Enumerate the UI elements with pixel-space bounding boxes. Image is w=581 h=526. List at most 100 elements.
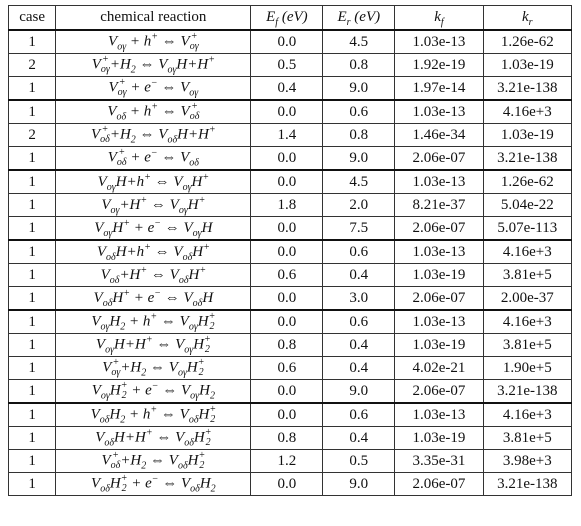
- value-cell: 1: [7, 146, 57, 171]
- reaction-cell: V + oγ +H2 ⇔ VoγH+H+: [55, 53, 252, 77]
- value-cell: 0.4: [322, 333, 396, 357]
- value-cell: 1: [7, 356, 57, 380]
- reaction-cell: Voγ + h+ ⇔ V + oγ: [55, 29, 252, 54]
- reaction-cell: V + oδ +H2 ⇔ VoδH+H+: [55, 123, 252, 147]
- value-cell: 4.16e+3: [482, 309, 573, 334]
- header-cell: case: [7, 5, 57, 31]
- value-cell: 0.0: [250, 239, 324, 264]
- value-cell: 0.0: [250, 216, 324, 241]
- value-cell: 1.92e-19: [394, 53, 484, 77]
- value-cell: 1: [7, 239, 57, 264]
- table-row: 1 VoδH2 + h+ ⇔ VoδH +2 0.0 0.6 1.03e-13 4.16e+…: [7, 402, 573, 427]
- value-cell: 1: [7, 169, 57, 194]
- value-cell: 1: [7, 286, 57, 311]
- value-cell: 5.07e-113: [482, 216, 573, 241]
- value-cell: 0.0: [250, 286, 324, 311]
- table-row: 1 Voδ + h+ ⇔ V + oδ 0.0 0.6 1.03e-13 4.16e+3: [7, 99, 573, 124]
- value-cell: 3.81e+5: [482, 426, 573, 450]
- value-cell: 4.16e+3: [482, 239, 573, 264]
- value-cell: 1: [7, 426, 57, 450]
- table-row: 2 V + oγ +H2 ⇔ VoγH+H+ 0.5 0.8 1.92e-19 1.03e-19: [7, 53, 573, 77]
- value-cell: 1.03e-13: [394, 309, 484, 334]
- value-cell: 8.21e-37: [394, 193, 484, 217]
- value-cell: 0.6: [322, 239, 396, 264]
- value-cell: 3.98e+3: [482, 449, 573, 473]
- reaction-cell: VoδH+H+ ⇔ VoδH +2: [55, 426, 252, 450]
- value-cell: 4.02e-21: [394, 356, 484, 380]
- value-cell: 0.0: [250, 99, 324, 124]
- reaction-cell: VoγH2 + h+ ⇔ VoγH +2: [55, 309, 252, 334]
- value-cell: 0.4: [322, 356, 396, 380]
- value-cell: 2.06e-07: [394, 146, 484, 171]
- value-cell: 0.0: [250, 472, 324, 496]
- value-cell: 2.0: [322, 193, 396, 217]
- header-cell: chemical reaction: [55, 5, 252, 31]
- reaction-cell: V + oγ +H2 ⇔ VoγH +2: [55, 356, 252, 380]
- value-cell: 7.5: [322, 216, 396, 241]
- value-cell: 1.03e-13: [394, 99, 484, 124]
- value-cell: 3.21e-138: [482, 76, 573, 101]
- value-cell: 1: [7, 309, 57, 334]
- value-cell: 0.0: [250, 309, 324, 334]
- header-cell: Er (eV): [322, 5, 396, 31]
- value-cell: 0.6: [322, 309, 396, 334]
- table-row: 1 Voγ + h+ ⇔ V + oγ 0.0 4.5 1.03e-13 1.26e-62: [7, 29, 573, 54]
- value-cell: 0.6: [322, 402, 396, 427]
- value-cell: 5.04e-22: [482, 193, 573, 217]
- value-cell: 3.21e-138: [482, 379, 573, 404]
- value-cell: 0.8: [322, 53, 396, 77]
- table-row: 1 Voγ+H+ ⇔ VoγH+ 1.8 2.0 8.21e-37 5.04e-22: [7, 193, 573, 217]
- reaction-cell: V + oδ +H2 ⇔ VoδH +2: [55, 449, 252, 473]
- value-cell: 9.0: [322, 76, 396, 101]
- value-cell: 1.26e-62: [482, 169, 573, 194]
- value-cell: 1.03e-19: [394, 426, 484, 450]
- value-cell: 1: [7, 29, 57, 54]
- value-cell: 1: [7, 263, 57, 287]
- value-cell: 0.5: [250, 53, 324, 77]
- table-row: 2 V + oδ +H2 ⇔ VoδH+H+ 1.4 0.8 1.46e-34 1.03e-19: [7, 123, 573, 147]
- reaction-cell: VoγH+h+ ⇔ VoγH+: [55, 169, 252, 194]
- value-cell: 2: [7, 123, 57, 147]
- table-row: 1 V + oδ +H2 ⇔ VoδH +2 1.2 0.5 3.35e-31 3.98e+3: [7, 449, 573, 473]
- value-cell: 0.0: [250, 146, 324, 171]
- value-cell: 0.8: [250, 426, 324, 450]
- reaction-cell: VoγH+ + e− ⇔ VoγH: [55, 216, 252, 241]
- value-cell: 1.26e-62: [482, 29, 573, 54]
- table-row: 1 VoδH +2 + e− ⇔ VoδH2 0.0 9.0 2.06e-07 3.21e-…: [7, 472, 573, 496]
- value-cell: 9.0: [322, 472, 396, 496]
- value-cell: 1: [7, 99, 57, 124]
- value-cell: 2.06e-07: [394, 379, 484, 404]
- value-cell: 3.81e+5: [482, 333, 573, 357]
- data-table: case chemical reaction Ef (eV) Er (eV) kf kr …: [7, 5, 573, 496]
- value-cell: 4.5: [322, 169, 396, 194]
- value-cell: 1.2: [250, 449, 324, 473]
- value-cell: 2: [7, 53, 57, 77]
- value-cell: 1.4: [250, 123, 324, 147]
- table-row: 1 VoδH+ + e− ⇔ VoδH 0.0 3.0 2.06e-07 2.00e-37: [7, 286, 573, 311]
- value-cell: 1: [7, 472, 57, 496]
- value-cell: 1.03e-13: [394, 402, 484, 427]
- reaction-cell: VoγH +2 + e− ⇔ VoγH2: [55, 379, 252, 404]
- header-row: case chemical reaction Ef (eV) Er (eV) kf kr: [7, 5, 573, 31]
- value-cell: 3.0: [322, 286, 396, 311]
- reaction-cell: V + oδ + e− ⇔ Voδ: [55, 146, 252, 171]
- value-cell: 4.16e+3: [482, 99, 573, 124]
- value-cell: 0.4: [250, 76, 324, 101]
- value-cell: 0.4: [322, 263, 396, 287]
- value-cell: 1.03e-19: [394, 333, 484, 357]
- page: case chemical reaction Ef (eV) Er (eV) kf kr …: [0, 5, 581, 526]
- value-cell: 0.4: [322, 426, 396, 450]
- table-row: 1 VoδH+H+ ⇔ VoδH +2 0.8 0.4 1.03e-19 3.81e+5: [7, 426, 573, 450]
- table-row: 1 VoγH +2 + e− ⇔ VoγH2 0.0 9.0 2.06e-07 3.21e-…: [7, 379, 573, 404]
- reaction-cell: Voγ+H+ ⇔ VoγH+: [55, 193, 252, 217]
- table-row: 1 V + oδ + e− ⇔ Voδ 0.0 9.0 2.06e-07 3.21e-138: [7, 146, 573, 171]
- reaction-cell: VoγH+H+ ⇔ VoγH +2: [55, 333, 252, 357]
- value-cell: 2.06e-07: [394, 286, 484, 311]
- value-cell: 0.0: [250, 402, 324, 427]
- value-cell: 1.03e-13: [394, 239, 484, 264]
- value-cell: 1.8: [250, 193, 324, 217]
- value-cell: 0.6: [250, 356, 324, 380]
- value-cell: 0.6: [322, 99, 396, 124]
- value-cell: 2.06e-07: [394, 216, 484, 241]
- value-cell: 0.0: [250, 29, 324, 54]
